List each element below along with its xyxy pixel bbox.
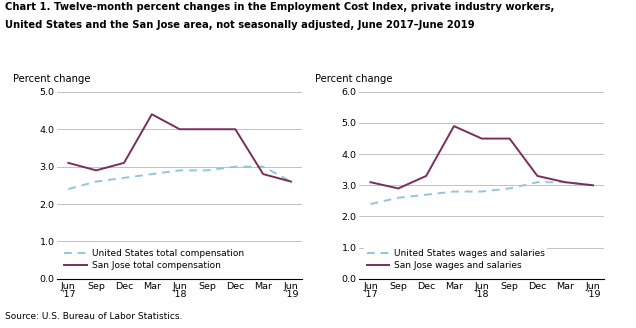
United States wages and salaries: [506, 186, 513, 190]
San Jose total compensation: [287, 180, 294, 184]
San Jose total compensation: [92, 168, 100, 172]
San Jose wages and salaries: [450, 124, 458, 128]
United States wages and salaries: [422, 193, 430, 197]
San Jose wages and salaries: [562, 180, 569, 184]
United States wages and salaries: [534, 180, 541, 184]
United States wages and salaries: [589, 183, 597, 187]
United States total compensation: [120, 176, 128, 180]
United States total compensation: [64, 187, 72, 191]
San Jose wages and salaries: [506, 136, 513, 140]
United States wages and salaries: [450, 190, 458, 194]
United States wages and salaries: [366, 202, 374, 206]
San Jose total compensation: [64, 161, 72, 165]
San Jose wages and salaries: [394, 186, 402, 190]
United States total compensation: [148, 172, 156, 176]
San Jose total compensation: [120, 161, 128, 165]
Line: San Jose total compensation: San Jose total compensation: [68, 114, 291, 182]
San Jose total compensation: [232, 127, 239, 131]
San Jose total compensation: [204, 127, 211, 131]
San Jose total compensation: [176, 127, 183, 131]
San Jose wages and salaries: [478, 136, 486, 140]
Text: United States and the San Jose area, not seasonally adjusted, June 2017–June 201: United States and the San Jose area, not…: [5, 20, 474, 30]
United States wages and salaries: [562, 180, 569, 184]
San Jose total compensation: [148, 112, 156, 116]
San Jose wages and salaries: [422, 174, 430, 178]
United States total compensation: [232, 165, 239, 169]
Line: United States total compensation: United States total compensation: [68, 167, 291, 189]
San Jose total compensation: [259, 172, 267, 176]
United States wages and salaries: [478, 190, 486, 194]
Text: Source: U.S. Bureau of Labor Statistics.: Source: U.S. Bureau of Labor Statistics.: [5, 313, 183, 321]
Text: Percent change: Percent change: [13, 74, 91, 84]
United States total compensation: [287, 180, 294, 184]
Legend: United States total compensation, San Jose total compensation: United States total compensation, San Jo…: [62, 246, 246, 273]
United States total compensation: [259, 165, 267, 169]
United States total compensation: [176, 168, 183, 172]
Line: San Jose wages and salaries: San Jose wages and salaries: [370, 126, 593, 188]
Legend: United States wages and salaries, San Jose wages and salaries: United States wages and salaries, San Jo…: [364, 246, 547, 273]
San Jose wages and salaries: [589, 183, 597, 187]
United States total compensation: [204, 168, 211, 172]
San Jose wages and salaries: [534, 174, 541, 178]
United States total compensation: [92, 180, 100, 184]
Text: Chart 1. Twelve-month percent changes in the Employment Cost Index, private indu: Chart 1. Twelve-month percent changes in…: [5, 2, 555, 11]
Text: Percent change: Percent change: [315, 74, 393, 84]
San Jose wages and salaries: [366, 180, 374, 184]
Line: United States wages and salaries: United States wages and salaries: [370, 182, 593, 204]
United States wages and salaries: [394, 196, 402, 200]
